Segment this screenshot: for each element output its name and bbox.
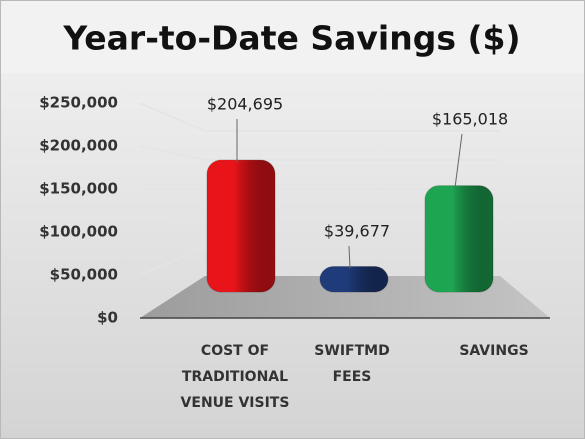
grid-line xyxy=(139,145,500,161)
y-tick-label: $250,000 xyxy=(39,94,118,112)
grid-line xyxy=(139,246,500,276)
grid-line xyxy=(139,217,500,233)
bar-shade xyxy=(207,160,275,292)
y-tick-label: $50,000 xyxy=(50,266,118,284)
leader-line xyxy=(348,245,351,269)
chart-title: Year-to-Date Savings ($) xyxy=(62,19,520,58)
value-label: $204,695 xyxy=(207,95,283,114)
value-label: $165,018 xyxy=(432,110,508,129)
x-tick-label: SAVINGS xyxy=(459,343,529,359)
x-tick-label: SWIFTMD FEES xyxy=(314,343,390,385)
leader-line xyxy=(454,133,463,188)
y-tick-label: $150,000 xyxy=(39,180,118,198)
y-tick-label: $0 xyxy=(97,309,118,327)
x-tick-label: COST OF TRADITIONAL VENUE VISITS xyxy=(180,343,290,411)
title-band xyxy=(1,1,584,73)
y-tick-label: $100,000 xyxy=(39,223,118,241)
y-tick-label: $200,000 xyxy=(39,137,118,155)
bar-shade xyxy=(425,185,493,292)
bar-shade xyxy=(320,266,388,292)
grid-line xyxy=(139,102,500,132)
value-label: $39,677 xyxy=(324,222,390,241)
